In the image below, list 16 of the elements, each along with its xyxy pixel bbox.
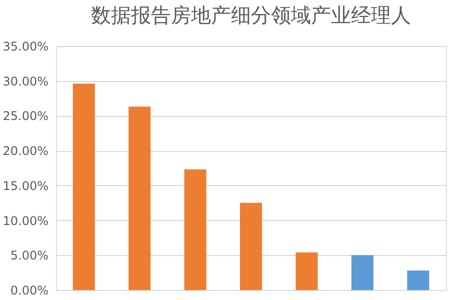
y-tick-label: 25.00% <box>2 109 48 124</box>
y-tick-label: 30.00% <box>2 74 48 88</box>
bar <box>72 84 95 290</box>
bar <box>407 270 430 290</box>
y-tick-label: 15.00% <box>2 178 48 193</box>
y-tick-label: 0.00% <box>10 284 48 298</box>
bar <box>128 106 151 290</box>
bar <box>240 202 262 290</box>
bar <box>351 255 374 290</box>
y-tick-label: 5.00% <box>10 248 48 263</box>
bar <box>296 252 318 290</box>
y-tick-label: 35.00% <box>2 40 48 54</box>
bar <box>184 169 206 290</box>
y-tick-label: 10.00% <box>2 214 48 228</box>
chart-title: 数据报告房地产细分领域产业经理人 <box>91 3 411 27</box>
y-tick-label: 20.00% <box>2 144 48 158</box>
